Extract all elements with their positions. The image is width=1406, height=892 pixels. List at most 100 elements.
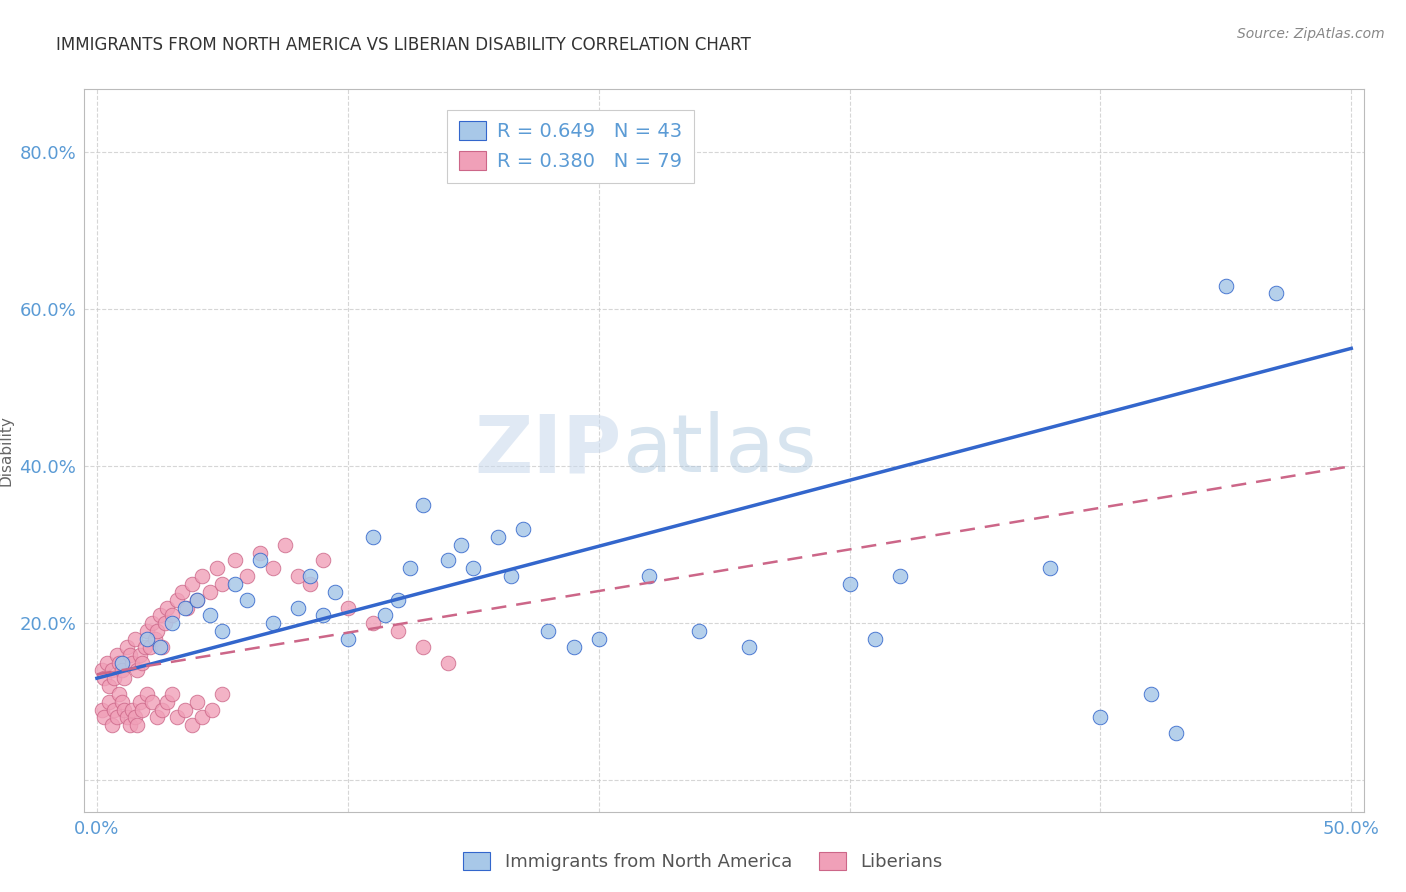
Point <box>361 616 384 631</box>
Point <box>463 561 485 575</box>
Point <box>412 640 434 654</box>
Point <box>191 569 214 583</box>
Point <box>173 600 195 615</box>
Point <box>211 624 233 639</box>
Point <box>224 577 246 591</box>
Point <box>98 695 121 709</box>
Point <box>136 687 159 701</box>
Point <box>437 656 460 670</box>
Point <box>1164 726 1187 740</box>
Point <box>198 608 221 623</box>
Point <box>1039 561 1062 575</box>
Point <box>101 664 124 678</box>
Point <box>141 695 163 709</box>
Point <box>176 600 198 615</box>
Point <box>160 616 183 631</box>
Point <box>181 577 204 591</box>
Point <box>236 569 259 583</box>
Point <box>191 710 214 724</box>
Point <box>249 545 271 559</box>
Point <box>211 687 233 701</box>
Point <box>262 561 284 575</box>
Point <box>412 499 434 513</box>
Text: IMMIGRANTS FROM NORTH AMERICA VS LIBERIAN DISABILITY CORRELATION CHART: IMMIGRANTS FROM NORTH AMERICA VS LIBERIA… <box>56 36 751 54</box>
Y-axis label: Disability: Disability <box>0 415 14 486</box>
Point <box>136 624 159 639</box>
Point <box>1265 286 1288 301</box>
Point <box>156 600 179 615</box>
Point <box>1215 278 1237 293</box>
Point <box>160 687 183 701</box>
Point <box>131 656 153 670</box>
Point <box>90 664 112 678</box>
Point <box>224 553 246 567</box>
Point <box>172 584 194 599</box>
Point <box>637 569 659 583</box>
Point <box>93 671 115 685</box>
Point <box>114 703 136 717</box>
Point <box>211 577 233 591</box>
Point <box>562 640 585 654</box>
Point <box>588 632 610 646</box>
Point <box>399 561 422 575</box>
Point <box>1139 687 1161 701</box>
Point <box>166 592 188 607</box>
Point <box>149 608 172 623</box>
Point <box>98 679 121 693</box>
Point <box>1090 710 1112 724</box>
Point <box>186 592 208 607</box>
Point <box>181 718 204 732</box>
Point <box>160 608 183 623</box>
Point <box>738 640 761 654</box>
Point <box>136 632 159 646</box>
Point <box>138 640 160 654</box>
Point <box>186 592 208 607</box>
Point <box>262 616 284 631</box>
Point <box>166 710 188 724</box>
Point <box>287 569 309 583</box>
Point <box>207 561 229 575</box>
Point <box>336 600 359 615</box>
Text: Source: ZipAtlas.com: Source: ZipAtlas.com <box>1237 27 1385 41</box>
Point <box>118 648 141 662</box>
Point <box>103 703 125 717</box>
Point <box>173 703 195 717</box>
Point <box>111 695 134 709</box>
Point <box>688 624 710 639</box>
Point <box>838 577 860 591</box>
Point <box>103 671 125 685</box>
Point <box>111 656 134 670</box>
Point <box>125 718 148 732</box>
Point <box>437 553 460 567</box>
Point <box>336 632 359 646</box>
Legend: Immigrants from North America, Liberians: Immigrants from North America, Liberians <box>456 846 950 879</box>
Point <box>287 600 309 615</box>
Point <box>312 553 335 567</box>
Point <box>134 640 156 654</box>
Point <box>114 671 136 685</box>
Point <box>153 616 176 631</box>
Point <box>201 703 224 717</box>
Point <box>537 624 560 639</box>
Point <box>236 592 259 607</box>
Point <box>125 664 148 678</box>
Point <box>150 703 173 717</box>
Point <box>146 624 169 639</box>
Point <box>118 718 141 732</box>
Point <box>450 538 472 552</box>
Point <box>374 608 396 623</box>
Point <box>198 584 221 599</box>
Point <box>111 664 134 678</box>
Point <box>387 592 409 607</box>
Point <box>499 569 522 583</box>
Point <box>96 656 118 670</box>
Point <box>863 632 886 646</box>
Point <box>93 710 115 724</box>
Point <box>143 632 166 646</box>
Point <box>128 648 150 662</box>
Point <box>361 530 384 544</box>
Text: ZIP: ZIP <box>474 411 621 490</box>
Point <box>124 632 146 646</box>
Point <box>105 648 128 662</box>
Point <box>512 522 534 536</box>
